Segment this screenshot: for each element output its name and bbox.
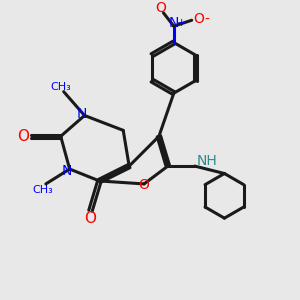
Text: -: - — [205, 13, 210, 27]
Text: O: O — [17, 129, 29, 144]
Text: N: N — [61, 164, 72, 178]
Text: O: O — [139, 178, 149, 192]
Text: O: O — [155, 1, 166, 15]
Text: N: N — [169, 16, 179, 30]
Text: NH: NH — [196, 154, 217, 168]
Text: O: O — [85, 211, 97, 226]
Text: CH₃: CH₃ — [32, 185, 53, 195]
Text: CH₃: CH₃ — [50, 82, 71, 92]
Text: N: N — [76, 107, 87, 121]
Text: O: O — [194, 12, 205, 26]
Text: +: + — [177, 18, 186, 28]
